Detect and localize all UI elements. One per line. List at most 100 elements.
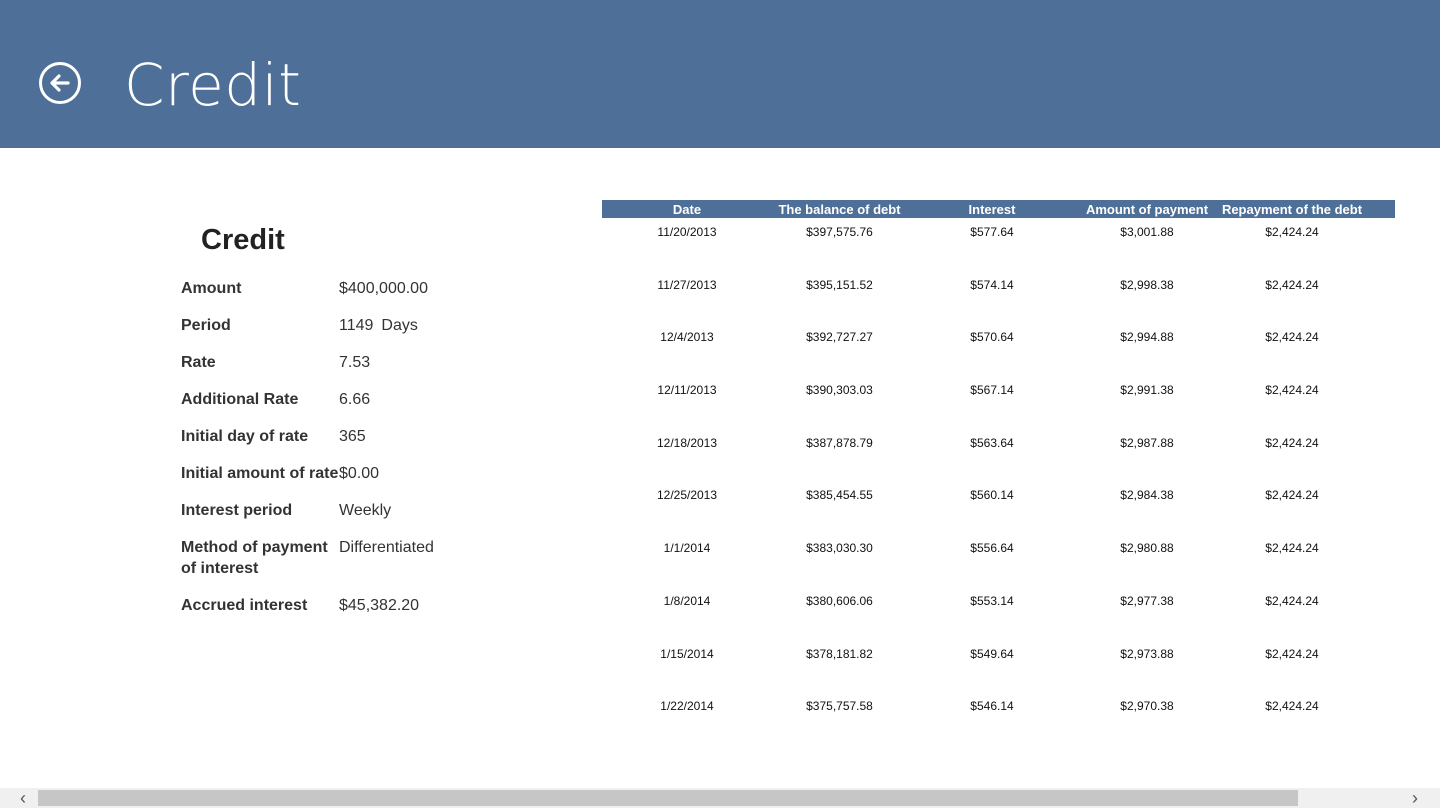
cell-payment: $2,973.88	[1120, 646, 1174, 661]
cell-payment: $2,991.38	[1120, 383, 1174, 398]
cell-interest: $549.64	[970, 646, 1014, 661]
detail-row-payment-method: Method of payment of interest Differenti…	[181, 537, 481, 595]
detail-value: $400,000.00	[339, 280, 428, 297]
detail-row-additional-rate: Additional Rate 6.66	[181, 389, 481, 426]
cell-interest: $546.14	[970, 699, 1014, 714]
cell-date: 11/27/2013	[657, 277, 717, 292]
table-row: 1/8/2014 $380,606.06 $553.14 $2,977.38 $2,42…	[602, 587, 1395, 640]
cell-date: 1/1/2014	[663, 541, 711, 556]
payment-schedule-table: Date The balance of debt Interest Amount…	[602, 200, 1395, 745]
detail-label: Amount	[181, 280, 242, 297]
period-unit: Days	[381, 317, 418, 334]
cell-repayment: $2,424.24	[1265, 330, 1319, 345]
detail-label: Accrued interest	[181, 597, 308, 614]
cell-balance: $375,757.58	[806, 699, 873, 714]
detail-row-accrued-interest: Accrued interest $45,382.20	[181, 595, 481, 632]
detail-value: Differentiated	[339, 539, 434, 556]
column-header-balance: The balance of debt	[778, 201, 901, 217]
table-header: Date The balance of debt Interest Amount…	[602, 200, 1395, 218]
cell-interest: $574.14	[970, 277, 1014, 292]
cell-balance: $392,727.27	[806, 330, 873, 345]
cell-repayment: $2,424.24	[1265, 277, 1319, 292]
cell-date: 1/22/2014	[660, 699, 714, 714]
chevron-left-icon: ‹	[20, 787, 26, 808]
column-header-date: Date	[672, 201, 702, 217]
cell-balance: $378,181.82	[806, 646, 873, 661]
cell-balance: $397,575.76	[806, 225, 873, 239]
scroll-right-button[interactable]: ›	[1400, 788, 1430, 808]
credit-details: Amount $400,000.00 Period 1149 Days Rate …	[181, 278, 481, 632]
cell-date: 1/15/2014	[660, 646, 714, 661]
details-title: Credit	[201, 224, 285, 256]
column-header-interest: Interest	[968, 201, 1016, 217]
table-row: 12/11/2013 $390,303.03 $567.14 $2,991.38 $2,…	[602, 376, 1395, 429]
cell-repayment: $2,424.24	[1265, 488, 1319, 503]
detail-label: Additional Rate	[181, 391, 299, 408]
detail-row-amount: Amount $400,000.00	[181, 278, 481, 315]
table-row: 11/27/2013 $395,151.52 $574.14 $2,998.38 $2,…	[602, 271, 1395, 324]
cell-balance: $380,606.06	[806, 593, 873, 608]
cell-interest: $570.64	[970, 330, 1014, 345]
table-row: 12/25/2013 $385,454.55 $560.14 $2,984.38 $2,…	[602, 481, 1395, 534]
table-row: 12/18/2013 $387,878.79 $563.64 $2,987.88 $2,…	[602, 429, 1395, 482]
table-body: 11/20/2013 $397,575.76 $577.64 $3,001.88 $2,…	[602, 218, 1395, 745]
detail-label: Initial amount of rate	[181, 465, 339, 482]
cell-payment: $2,977.38	[1120, 593, 1174, 608]
cell-repayment: $2,424.24	[1265, 593, 1319, 608]
cell-payment: $2,987.88	[1120, 435, 1174, 450]
cell-payment: $2,980.88	[1120, 541, 1174, 556]
cell-payment: $2,984.38	[1120, 488, 1174, 503]
detail-value: 6.66	[339, 391, 371, 408]
period-value: 1149	[339, 317, 374, 334]
cell-date: 1/8/2014	[663, 593, 711, 608]
cell-repayment: $2,424.24	[1265, 646, 1319, 661]
chevron-right-icon: ›	[1412, 787, 1418, 808]
back-arrow-icon	[50, 74, 70, 92]
page-title: Credit	[124, 51, 302, 119]
cell-interest: $577.64	[970, 225, 1014, 239]
column-header-payment: Amount of payment	[1085, 201, 1209, 217]
table-row: 1/1/2014 $383,030.30 $556.64 $2,980.88 $2,42…	[602, 534, 1395, 587]
cell-date: 12/11/2013	[657, 383, 717, 398]
detail-label: Period	[181, 317, 231, 334]
detail-value: $0.00	[339, 465, 380, 482]
detail-row-rate: Rate 7.53	[181, 352, 481, 389]
cell-interest: $563.64	[970, 435, 1014, 450]
scroll-left-button[interactable]: ‹	[8, 788, 38, 808]
cell-date: 12/18/2013	[656, 435, 718, 450]
cell-balance: $390,303.03	[806, 383, 873, 398]
detail-value: 7.53	[339, 354, 371, 371]
detail-label: Method of payment of interest	[181, 539, 328, 577]
cell-payment: $2,994.88	[1120, 330, 1174, 345]
table-row: 1/15/2014 $378,181.82 $549.64 $2,973.88 $2,4…	[602, 640, 1395, 693]
cell-date: 12/4/2013	[660, 330, 714, 345]
cell-payment: $2,998.38	[1120, 277, 1174, 292]
cell-repayment: $2,424.24	[1265, 383, 1319, 398]
detail-value: 365	[339, 428, 366, 445]
cell-date: 11/20/2013	[657, 225, 717, 239]
table-row: 1/22/2014 $375,757.58 $546.14 $2,970.38 $2,4…	[602, 692, 1395, 745]
cell-repayment: $2,424.24	[1265, 435, 1319, 450]
table-row: 12/4/2013 $392,727.27 $570.64 $2,994.88 $2,4…	[602, 323, 1395, 376]
horizontal-scrollbar[interactable]: ‹ ›	[0, 788, 1440, 808]
cell-balance: $387,878.79	[806, 435, 873, 450]
detail-label: Initial day of rate	[181, 428, 309, 445]
cell-balance: $383,030.30	[806, 541, 873, 556]
cell-interest: $560.14	[970, 488, 1014, 503]
cell-repayment: $2,424.24	[1265, 225, 1319, 239]
cell-balance: $395,151.52	[806, 277, 873, 292]
cell-interest: $556.64	[970, 541, 1014, 556]
cell-payment: $3,001.88	[1120, 225, 1174, 239]
cell-date: 12/25/2013	[656, 488, 718, 503]
detail-value: Weekly	[339, 502, 392, 519]
cell-repayment: $2,424.24	[1265, 699, 1319, 714]
scroll-thumb[interactable]	[38, 790, 1298, 806]
column-header-repayment: Repayment of the debt	[1221, 201, 1363, 217]
detail-value: $45,382.20	[339, 597, 420, 614]
detail-label: Rate	[181, 354, 216, 371]
detail-row-interest-period: Interest period Weekly	[181, 500, 481, 537]
detail-value: 1149 Days	[339, 315, 418, 336]
cell-interest: $553.14	[970, 593, 1014, 608]
back-button[interactable]	[39, 62, 81, 104]
table-row: 11/20/2013 $397,575.76 $577.64 $3,001.88 $2,…	[602, 218, 1395, 271]
